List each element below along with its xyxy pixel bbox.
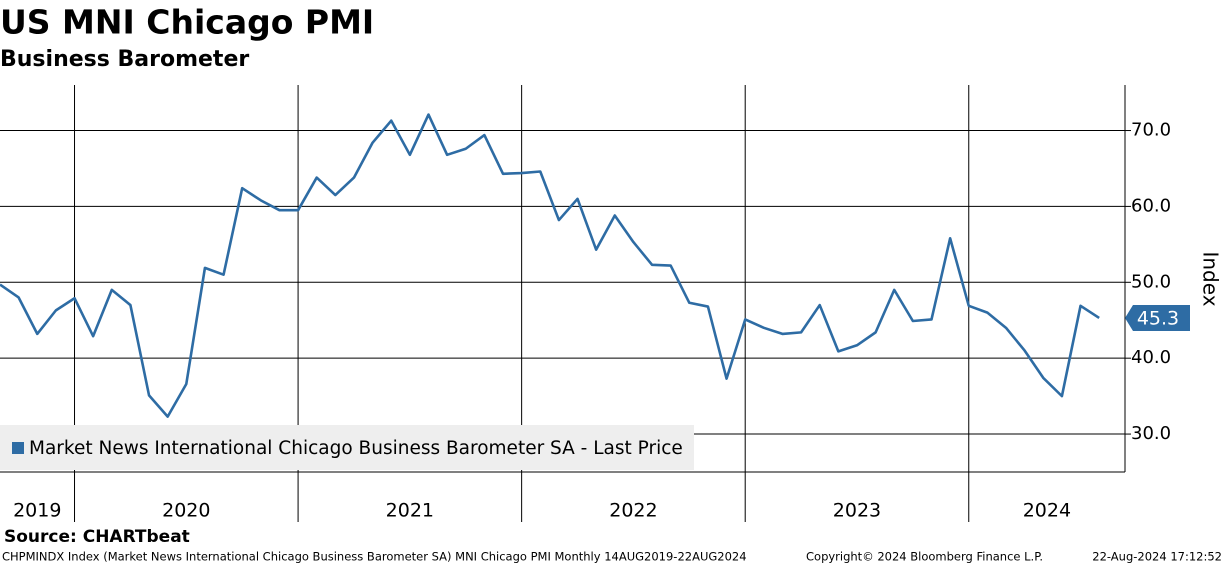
- legend: Market News International Chicago Busine…: [0, 425, 694, 470]
- y-tick-label: 40.0: [1131, 347, 1171, 368]
- y-tick-label: 60.0: [1131, 195, 1171, 216]
- y-tick-label: 70.0: [1131, 120, 1171, 141]
- legend-label: Market News International Chicago Busine…: [29, 438, 683, 459]
- legend-swatch: [12, 442, 24, 454]
- y-tick-label: 30.0: [1131, 423, 1171, 444]
- footer-timestamp: 22-Aug-2024 17:12:52: [1092, 550, 1222, 564]
- x-tick-label: 2021: [386, 500, 434, 522]
- line: [0, 113, 1100, 418]
- y-axis-label: Index: [1199, 251, 1223, 306]
- x-tick-label: 2024: [1023, 500, 1071, 522]
- x-tick-label: 2022: [609, 500, 657, 522]
- footer-copyright: Copyright© 2024 Bloomberg Finance L.P.: [806, 550, 1043, 564]
- legend-box: [0, 425, 694, 470]
- y-tick-label: 50.0: [1131, 271, 1171, 292]
- footer-description: CHPMINDX Index (Market News Internationa…: [2, 550, 747, 564]
- chart-title: US MNI Chicago PMI: [0, 3, 374, 42]
- source: Source: CHARTbeat: [4, 527, 190, 547]
- x-tick-label: 2023: [833, 500, 881, 522]
- chart-subtitle: Business Barometer: [0, 47, 249, 72]
- last-value-box: [1125, 304, 1190, 331]
- x-tick-label: 2020: [162, 500, 210, 522]
- x-tick-label: 2019: [13, 500, 61, 522]
- last-value-label: 45.3: [1137, 307, 1179, 329]
